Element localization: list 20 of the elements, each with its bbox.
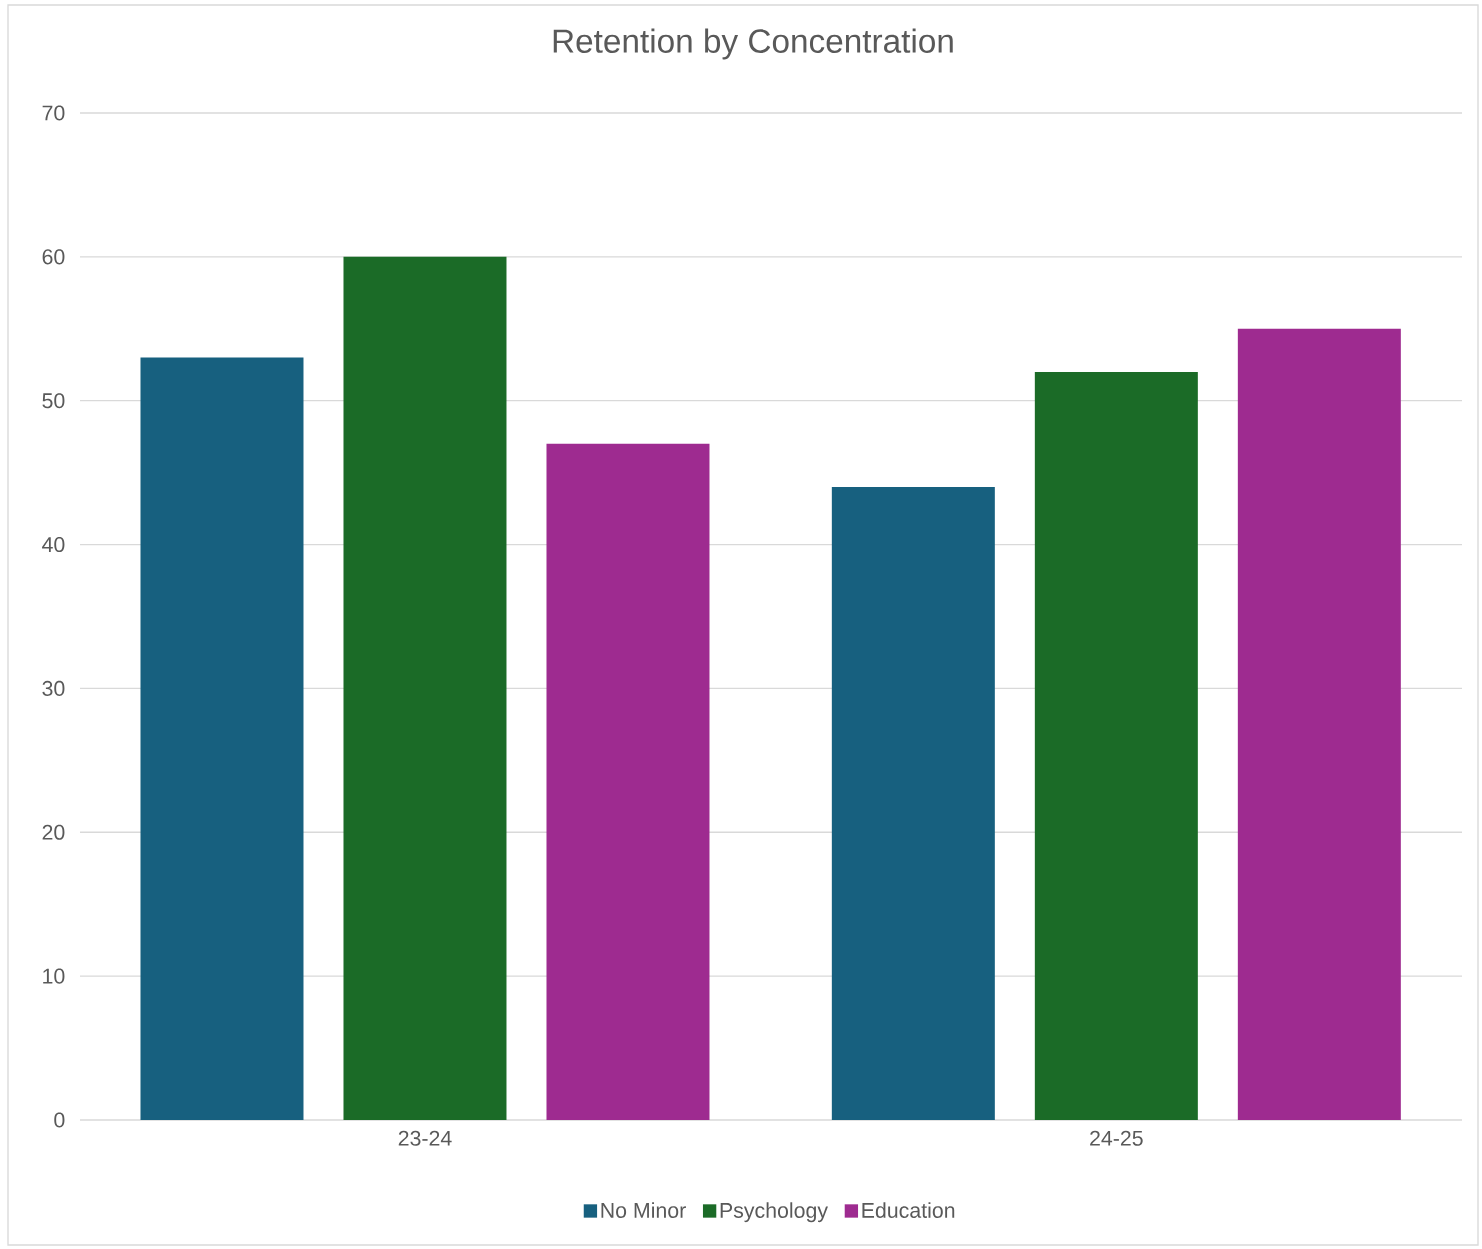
legend-label: Education [862,1202,955,1218]
legend-label: Psychology [720,1202,828,1223]
y-tick-label: 70 [42,105,65,121]
bar [831,487,995,1120]
y-tick-label: 50 [42,393,65,409]
y-tick-label: 0 [54,1112,65,1128]
x-tick-label: 23-24 [398,1130,452,1146]
y-tick-label: 30 [42,680,65,696]
y-tick-label: 20 [42,824,65,840]
chart-title: Retention by Concentration [553,28,953,60]
bar [546,443,710,1120]
legend-label: No Minor [601,1202,686,1218]
x-tick-label: 24-25 [1090,1130,1143,1146]
bar [343,256,507,1120]
bar [1034,371,1198,1120]
y-tick-label: 40 [42,537,65,553]
bar [1237,328,1401,1120]
y-tick-label: 60 [42,249,65,265]
y-tick-label: 10 [43,968,65,984]
bar [140,357,304,1120]
